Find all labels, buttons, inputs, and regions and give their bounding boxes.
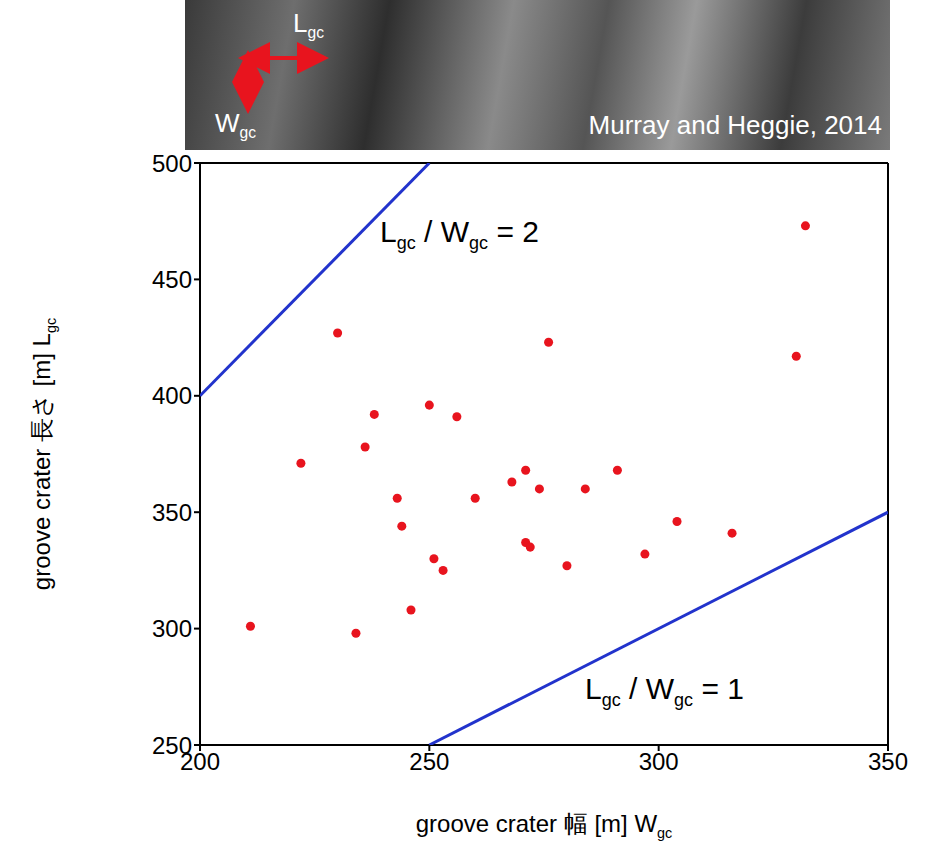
html-text:groove crater 幅 [m] Wgc: groove crater 幅 [m] Wgc — [415, 810, 673, 841]
svg-text:200: 200 — [180, 748, 220, 775]
html-text:Murray and Heggie, 2014: Murray and Heggie, 2014 — [588, 110, 882, 140]
svg-text:400: 400 — [152, 382, 192, 409]
svg-text:250: 250 — [152, 732, 192, 759]
svg-text:300: 300 — [639, 748, 679, 775]
svg-text:250: 250 — [409, 748, 449, 775]
svg-text:300: 300 — [152, 615, 192, 642]
html-text:Lgc/ Wgc= 2: Lgc/ Wgc= 2 — [380, 215, 539, 253]
html-text:Lgc: Lgc — [293, 8, 324, 42]
html-text:groove crater 長さ [m] L: groove crater 長さ [m] L — [28, 333, 55, 591]
html-text:gc: gc — [42, 317, 59, 334]
svg-text:500: 500 — [152, 150, 192, 177]
svg-text:450: 450 — [152, 266, 192, 293]
svg-text:350: 350 — [868, 748, 908, 775]
html-text:Wgc: Wgc — [215, 108, 256, 142]
svg-text:350: 350 — [152, 499, 192, 526]
html-text:Lgc/ Wgc= 1: Lgc/ Wgc= 1 — [585, 672, 744, 710]
